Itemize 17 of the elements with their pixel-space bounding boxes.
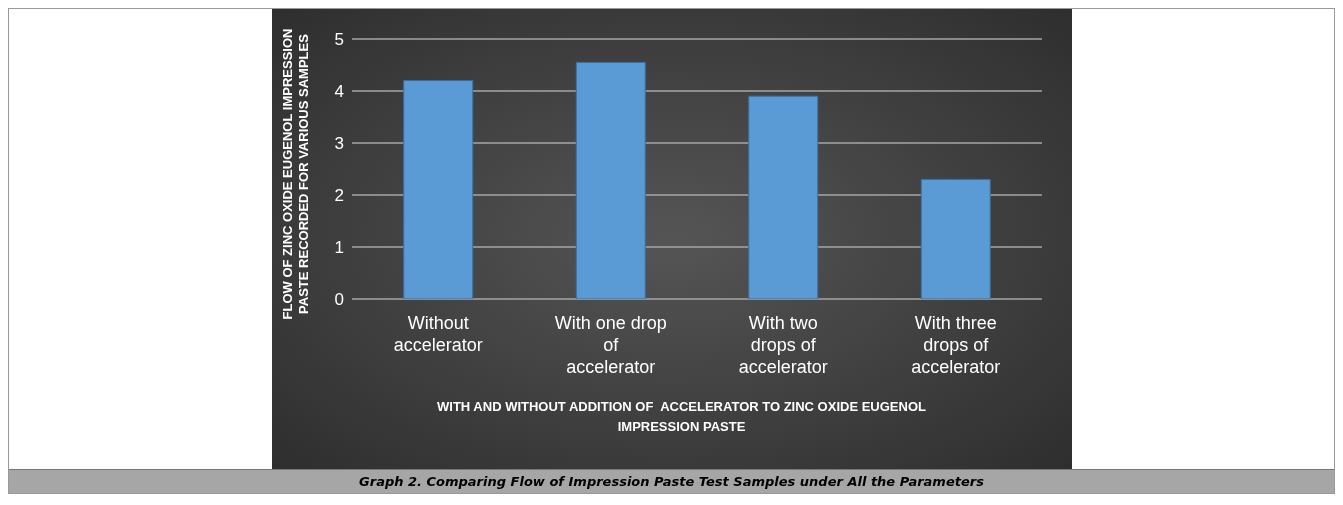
y-tick-label: 5 [334, 30, 344, 50]
y-tick-label: 2 [334, 186, 344, 206]
x-tick-label: With three drops of accelerator [910, 313, 1000, 377]
bar [747, 95, 818, 299]
y-axis-title: FLOW OF ZINC OXIDE EUGENOL IMPRESSION PASTE RECORDED FOR VARIOUS SAMPLES [280, 28, 313, 320]
y-tick-label: 4 [334, 82, 344, 102]
y-tick-label: 1 [334, 238, 344, 258]
bar [402, 80, 473, 299]
bar [575, 61, 646, 299]
caption: Graph 2. Comparing Flow of Impression Paste Test Samples under All the Parameters [9, 469, 1334, 493]
x-tick-label: With one drop of accelerator [554, 313, 667, 377]
y-tick-label: 3 [334, 134, 344, 154]
x-tick-label: Without accelerator [393, 313, 483, 355]
y-tick-label: 0 [334, 290, 344, 310]
bar [920, 178, 991, 299]
x-axis-title: WITH AND WITHOUT ADDITION OF ACCELERATOR TO ZINC OXIDE EUGENOL IMPRESSION PASTE [436, 398, 927, 436]
x-tick-label: With two drops of accelerator [738, 313, 828, 377]
